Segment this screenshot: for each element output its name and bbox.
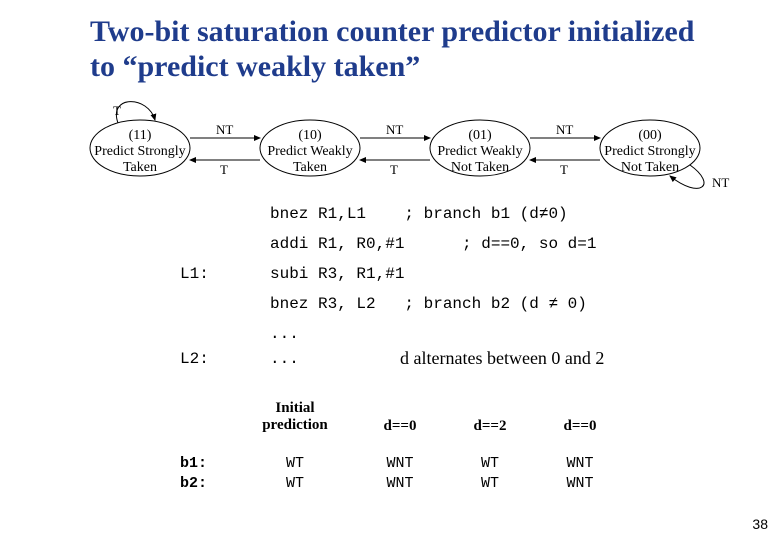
slide: { "title": "Two-bit saturation counter p… xyxy=(0,0,780,540)
page-number: 38 xyxy=(752,516,768,532)
tbl-header-initial: Initial prediction xyxy=(255,400,335,433)
state-00-l3: Not Taken xyxy=(600,160,700,176)
edge-self-t: T xyxy=(113,103,121,119)
d-alternates: d alternates between 0 and 2 xyxy=(400,348,604,369)
state-10-l2: Predict Weakly xyxy=(260,144,360,160)
state-01-code: (01) xyxy=(430,128,530,144)
cell-b2-3: WNT xyxy=(560,475,600,492)
state-11: (11) Predict Strongly Taken xyxy=(90,128,190,176)
cell-b2-2: WT xyxy=(470,475,510,492)
code-line-4: bnez R3, L2 ; branch b2 (d ≠ 0) xyxy=(270,295,587,313)
state-10-code: (10) xyxy=(260,128,360,144)
code-line-3: subi R3, R1,#1 xyxy=(270,265,404,283)
edge-t-2: T xyxy=(390,162,398,178)
tbl-header-2: d==0 xyxy=(550,418,610,435)
code-line-6: ... xyxy=(270,350,299,368)
edge-nt-3: NT xyxy=(556,122,573,138)
edge-t-1: T xyxy=(220,162,228,178)
state-00-code: (00) xyxy=(600,128,700,144)
tbl-header-1: d==2 xyxy=(460,418,520,435)
state-11-l2: Predict Strongly xyxy=(90,144,190,160)
state-01-l3: Not Taken xyxy=(430,160,530,176)
state-10-l3: Taken xyxy=(260,160,360,176)
code-label-l2: L2: xyxy=(180,350,209,368)
state-00-l2: Predict Strongly xyxy=(600,144,700,160)
edge-nt-2: NT xyxy=(386,122,403,138)
state-11-l3: Taken xyxy=(90,160,190,176)
code-line-1: bnez R1,L1 ; branch b1 (d≠0) xyxy=(270,205,568,223)
row-label-b2: b2: xyxy=(180,475,207,492)
code-line-5: ... xyxy=(270,325,299,343)
cell-b2-0: WT xyxy=(275,475,315,492)
code-line-2: addi R1, R0,#1 ; d==0, so d=1 xyxy=(270,235,596,253)
cell-b1-2: WT xyxy=(470,455,510,472)
state-10: (10) Predict Weakly Taken xyxy=(260,128,360,176)
state-01: (01) Predict Weakly Not Taken xyxy=(430,128,530,176)
state-00: (00) Predict Strongly Not Taken xyxy=(600,128,700,176)
cell-b1-1: WNT xyxy=(380,455,420,472)
slide-title: Two-bit saturation counter predictor ini… xyxy=(90,15,710,84)
state-11-code: (11) xyxy=(90,128,190,144)
row-label-b1: b1: xyxy=(180,455,207,472)
edge-nt-1: NT xyxy=(216,122,233,138)
edge-t-3: T xyxy=(560,162,568,178)
cell-b1-0: WT xyxy=(275,455,315,472)
cell-b2-1: WNT xyxy=(380,475,420,492)
edge-self-nt: NT xyxy=(712,175,729,191)
cell-b1-3: WNT xyxy=(560,455,600,472)
tbl-header-0: d==0 xyxy=(370,418,430,435)
state-01-l2: Predict Weakly xyxy=(430,144,530,160)
code-label-l1: L1: xyxy=(180,265,209,283)
